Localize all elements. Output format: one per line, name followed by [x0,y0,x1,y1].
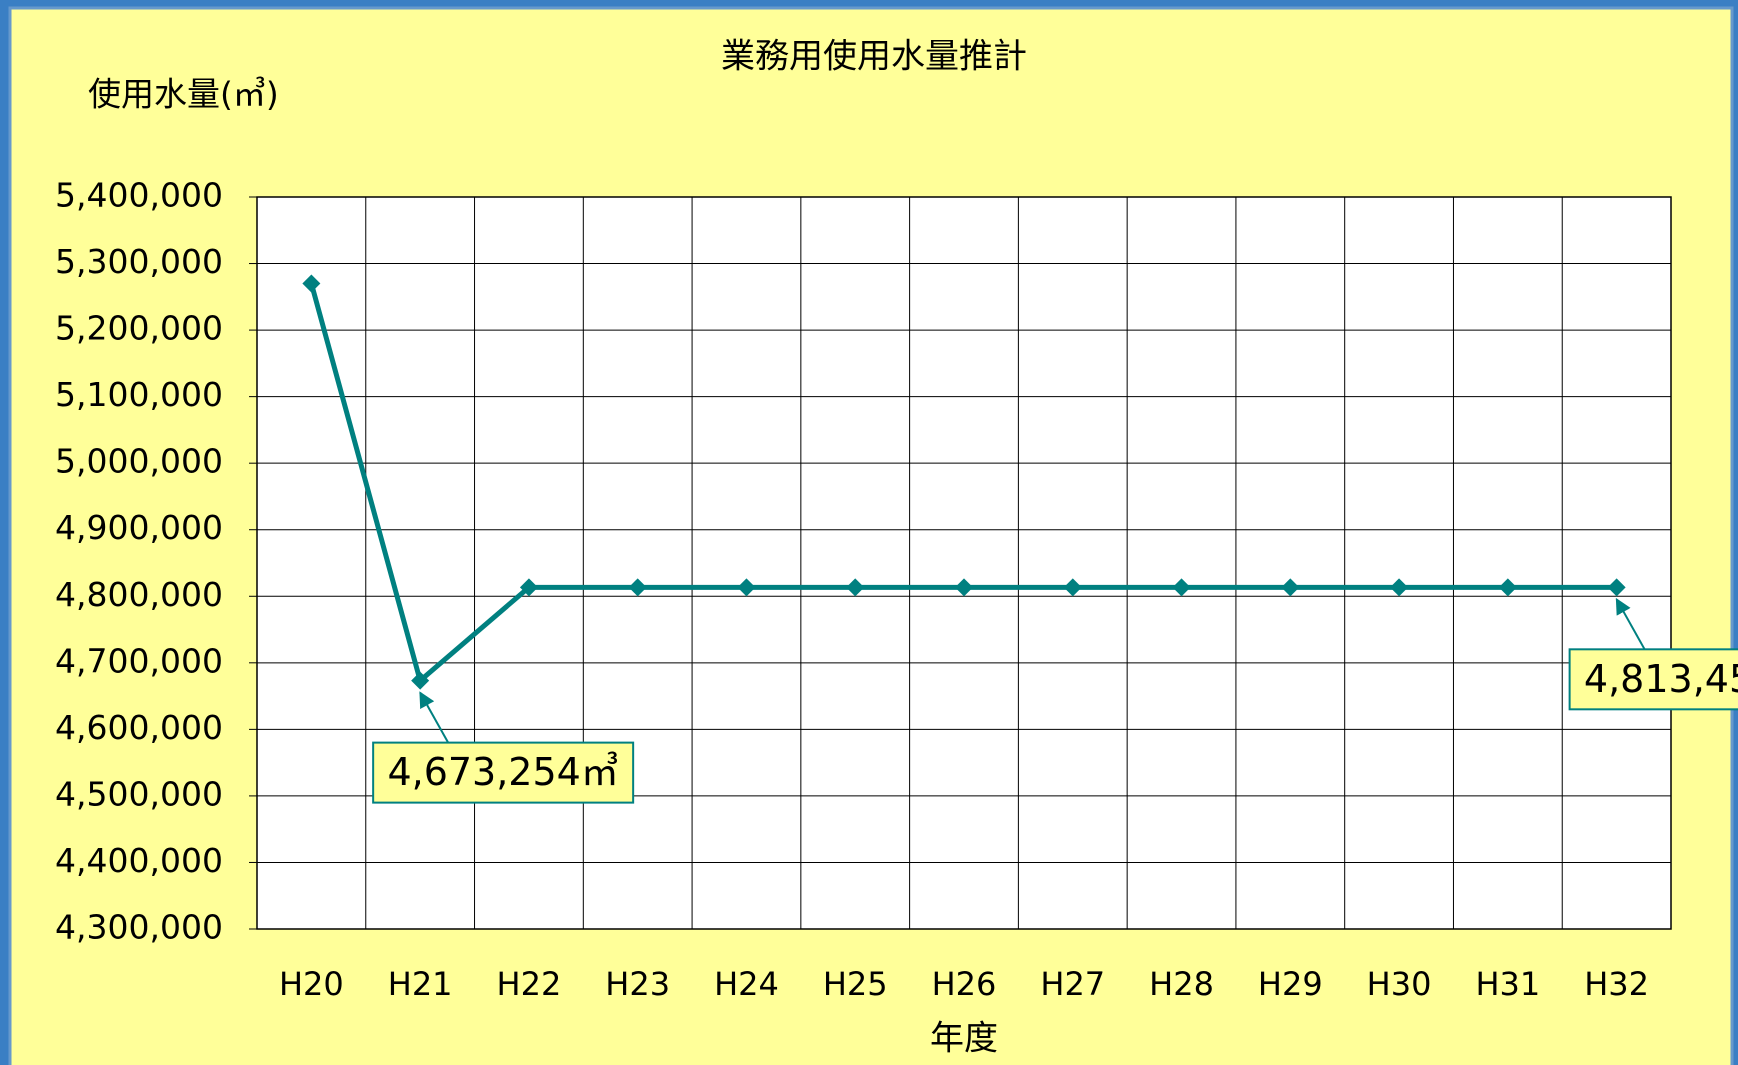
annotation-box [1568,648,1738,711]
y-tick-label: 4,800,000 [55,575,223,614]
x-tick-label: H31 [1475,965,1540,1003]
x-tick-label: H24 [714,965,779,1003]
data-point [1498,578,1517,597]
y-tick-label: 5,400,000 [55,176,223,215]
x-tick-label: H27 [1040,965,1105,1003]
y-tick-label: 4,700,000 [55,641,223,680]
value-label: 4,813,452㎥ [1584,657,1738,701]
chart-title: 業務用使用水量推計 [721,37,1027,77]
data-point [1281,578,1300,597]
y-tick-label: 4,300,000 [55,908,223,947]
x-tick-label: H20 [279,965,344,1003]
data-point [411,671,430,690]
data-point [1390,578,1409,597]
x-tick-label: H21 [388,965,453,1003]
x-tick-label: H25 [823,965,888,1003]
y-tick-label: 4,600,000 [55,708,223,747]
data-point [628,578,647,597]
x-tick-label: H23 [605,965,670,1003]
data-point [955,578,973,597]
y-tick-label: 5,000,000 [55,442,223,481]
data-point [737,578,756,597]
data-point [519,578,538,597]
value-label: 4,673,254㎥ [387,750,618,794]
y-tick-label: 5,200,000 [55,309,223,348]
plot-area [256,196,1672,930]
x-tick-label: H29 [1258,965,1323,1003]
x-tick-label: H26 [932,965,997,1003]
data-point [846,578,865,597]
y-tick-label: 5,100,000 [55,375,223,414]
data-point [1063,578,1082,597]
x-tick-label: H30 [1367,965,1432,1003]
y-axis-label: 使用水量(㎥) [88,75,279,114]
x-tick-label: H32 [1584,965,1649,1003]
data-point [1607,578,1626,597]
x-axis-label: 年度 [930,1019,998,1059]
data-point [302,274,321,293]
y-tick-label: 5,300,000 [55,242,223,281]
annotation-arrow [419,691,450,744]
x-tick-label: H22 [497,965,562,1003]
annotation-box [372,741,635,804]
data-point [1172,578,1191,597]
y-tick-label: 4,400,000 [55,841,223,880]
annotation-arrow [1615,597,1646,650]
x-tick-label: H28 [1149,965,1214,1003]
y-tick-label: 4,900,000 [55,508,223,547]
y-tick-label: 4,500,000 [55,774,223,813]
